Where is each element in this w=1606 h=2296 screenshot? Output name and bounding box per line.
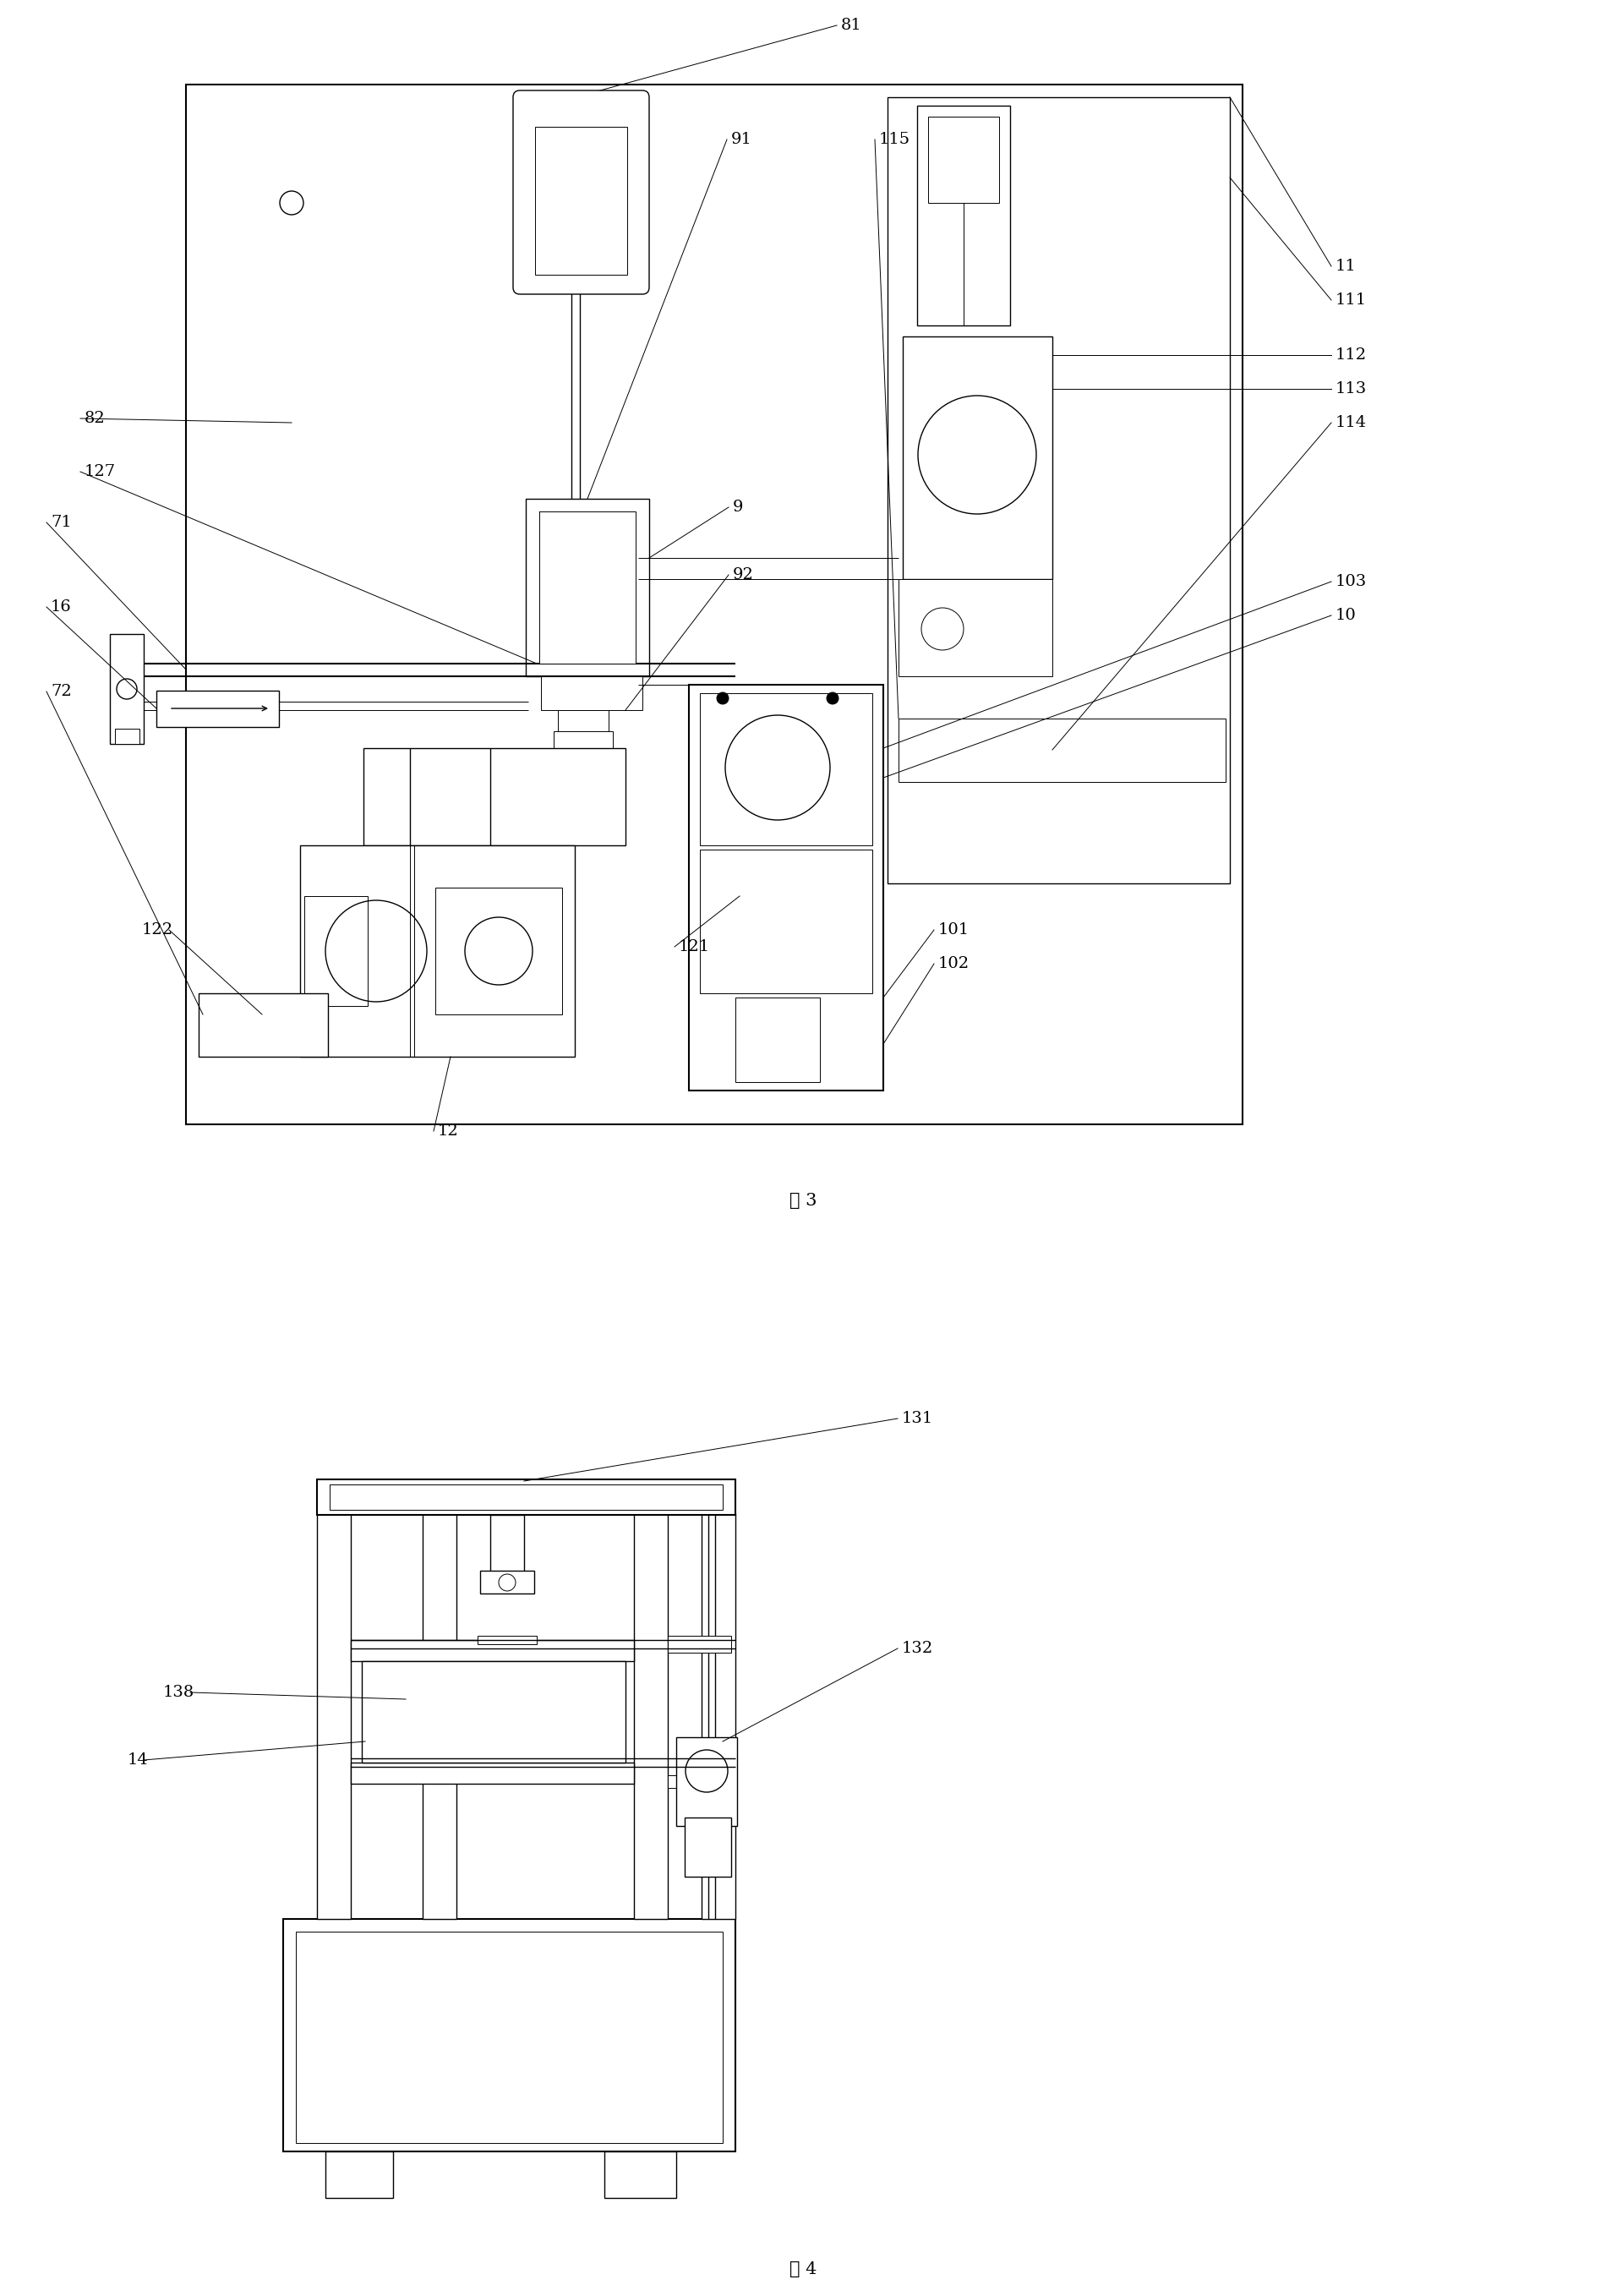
Bar — [329, 1486, 723, 1511]
Text: 112: 112 — [1336, 347, 1367, 363]
Bar — [109, 634, 143, 744]
Circle shape — [827, 693, 838, 705]
Bar — [350, 1763, 634, 1784]
Bar — [549, 748, 617, 769]
Text: 138: 138 — [162, 1685, 194, 1699]
Text: 10: 10 — [1336, 608, 1357, 622]
Bar — [668, 1775, 731, 1789]
Text: 102: 102 — [938, 955, 970, 971]
Text: 114: 114 — [1336, 416, 1367, 429]
Circle shape — [716, 693, 729, 705]
Bar — [363, 748, 625, 845]
Text: 122: 122 — [141, 923, 173, 937]
Bar — [199, 994, 328, 1056]
Bar — [917, 106, 1010, 326]
Text: 115: 115 — [878, 131, 911, 147]
Bar — [350, 1639, 634, 1660]
Bar — [888, 96, 1230, 884]
Bar — [604, 2151, 676, 2197]
Bar — [557, 709, 609, 730]
Text: 113: 113 — [1336, 381, 1367, 397]
Bar — [520, 96, 642, 287]
Text: 12: 12 — [438, 1123, 459, 1139]
Text: 图 4: 图 4 — [789, 2262, 817, 2278]
Text: 101: 101 — [938, 923, 970, 937]
Bar — [304, 895, 368, 1006]
Text: 14: 14 — [127, 1752, 148, 1768]
Text: 11: 11 — [1336, 259, 1357, 273]
FancyBboxPatch shape — [512, 90, 649, 294]
Text: 131: 131 — [903, 1412, 933, 1426]
Bar — [928, 117, 999, 202]
Bar — [435, 889, 562, 1015]
Text: 72: 72 — [51, 684, 72, 698]
Text: 图 3: 图 3 — [789, 1192, 817, 1208]
Text: 16: 16 — [51, 599, 72, 615]
Text: 82: 82 — [85, 411, 106, 427]
Bar — [903, 338, 1052, 579]
Bar — [540, 512, 636, 664]
Bar — [700, 693, 872, 845]
Bar — [898, 719, 1225, 783]
Bar — [535, 126, 628, 276]
Bar — [554, 730, 613, 748]
Bar — [480, 1570, 535, 1593]
Bar — [541, 677, 642, 709]
Bar — [186, 85, 1243, 1125]
Bar — [525, 498, 649, 677]
Text: 92: 92 — [732, 567, 753, 583]
Text: 111: 111 — [1336, 292, 1367, 308]
Bar — [116, 728, 140, 744]
Bar — [422, 1513, 456, 1919]
Text: 91: 91 — [731, 131, 752, 147]
Bar — [300, 845, 575, 1056]
Bar — [736, 996, 821, 1081]
Bar — [283, 1919, 736, 2151]
Text: 71: 71 — [51, 514, 72, 530]
Bar — [700, 850, 872, 994]
Text: 103: 103 — [1336, 574, 1367, 590]
Text: 9: 9 — [732, 501, 744, 514]
Bar — [156, 691, 279, 728]
Bar — [676, 1738, 737, 1825]
Bar — [898, 579, 1052, 677]
Bar — [326, 2151, 393, 2197]
Bar — [490, 1515, 524, 1582]
Bar — [296, 1931, 723, 2142]
Bar — [316, 1513, 350, 1919]
Bar — [634, 1513, 668, 1919]
Text: 81: 81 — [842, 18, 862, 32]
Text: 127: 127 — [85, 464, 116, 480]
Bar — [477, 1635, 536, 1644]
Bar — [684, 1818, 731, 1876]
Bar — [689, 684, 883, 1091]
Bar — [668, 1635, 731, 1653]
Bar — [361, 1660, 625, 1763]
Bar — [316, 1479, 736, 1515]
Text: 121: 121 — [679, 939, 710, 955]
Bar — [702, 1513, 736, 1919]
Text: 132: 132 — [903, 1642, 933, 1655]
